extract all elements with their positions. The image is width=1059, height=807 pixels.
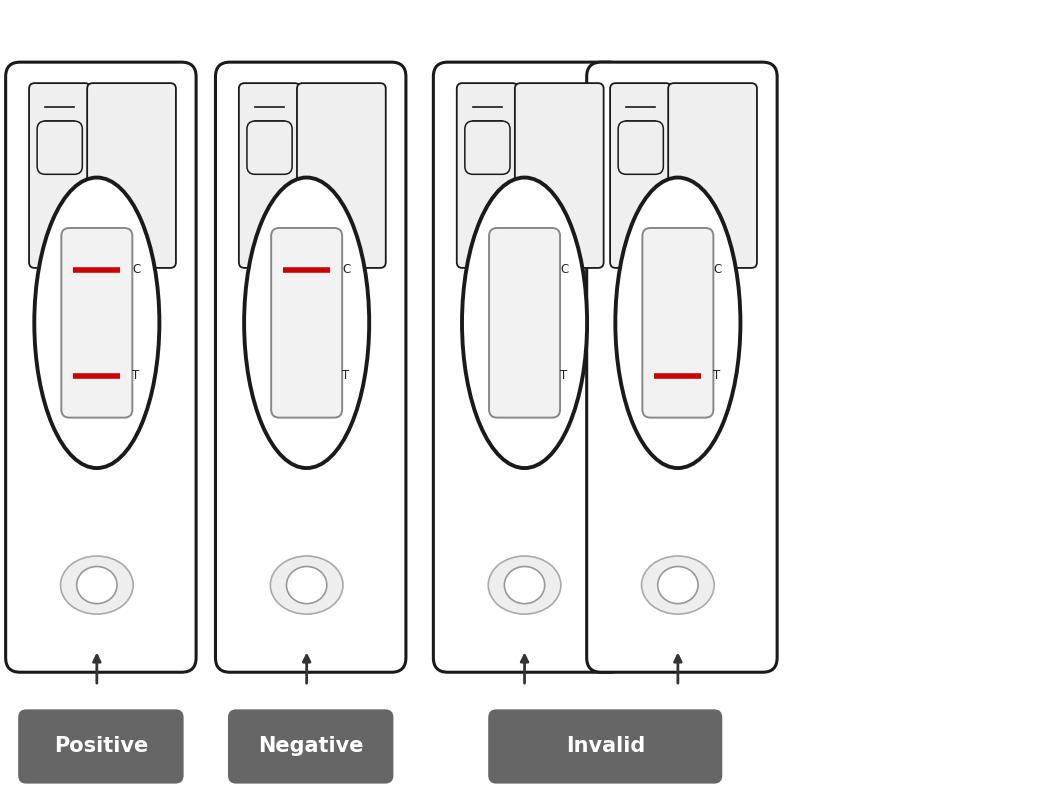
FancyBboxPatch shape [488,709,722,784]
Ellipse shape [658,567,698,604]
Ellipse shape [504,567,544,604]
FancyBboxPatch shape [465,121,510,174]
FancyBboxPatch shape [228,709,393,784]
Text: T: T [560,369,568,383]
Text: Positive: Positive [54,737,148,756]
Ellipse shape [245,178,370,468]
Text: T: T [132,369,140,383]
FancyBboxPatch shape [610,83,671,268]
FancyBboxPatch shape [587,62,777,672]
Text: C: C [560,263,569,277]
FancyBboxPatch shape [456,83,518,268]
Text: C: C [342,263,351,277]
FancyBboxPatch shape [5,62,196,672]
FancyBboxPatch shape [61,228,132,417]
Ellipse shape [462,178,587,468]
FancyBboxPatch shape [489,228,560,417]
Ellipse shape [287,567,327,604]
Ellipse shape [34,178,160,468]
Text: Negative: Negative [258,737,363,756]
FancyBboxPatch shape [247,121,292,174]
Ellipse shape [60,556,133,614]
Ellipse shape [76,567,116,604]
Text: T: T [714,369,720,383]
Text: C: C [714,263,721,277]
FancyBboxPatch shape [618,121,663,174]
Text: T: T [342,369,349,383]
FancyBboxPatch shape [87,83,176,268]
FancyBboxPatch shape [515,83,604,268]
FancyBboxPatch shape [433,62,624,672]
Ellipse shape [642,556,714,614]
FancyBboxPatch shape [29,83,90,268]
FancyBboxPatch shape [643,228,714,417]
FancyBboxPatch shape [18,709,183,784]
Ellipse shape [488,556,561,614]
Text: Invalid: Invalid [566,737,645,756]
Text: C: C [132,263,141,277]
Ellipse shape [270,556,343,614]
FancyBboxPatch shape [239,83,300,268]
FancyBboxPatch shape [37,121,83,174]
FancyBboxPatch shape [668,83,757,268]
FancyBboxPatch shape [297,83,385,268]
FancyBboxPatch shape [271,228,342,417]
FancyBboxPatch shape [215,62,406,672]
Ellipse shape [615,178,740,468]
